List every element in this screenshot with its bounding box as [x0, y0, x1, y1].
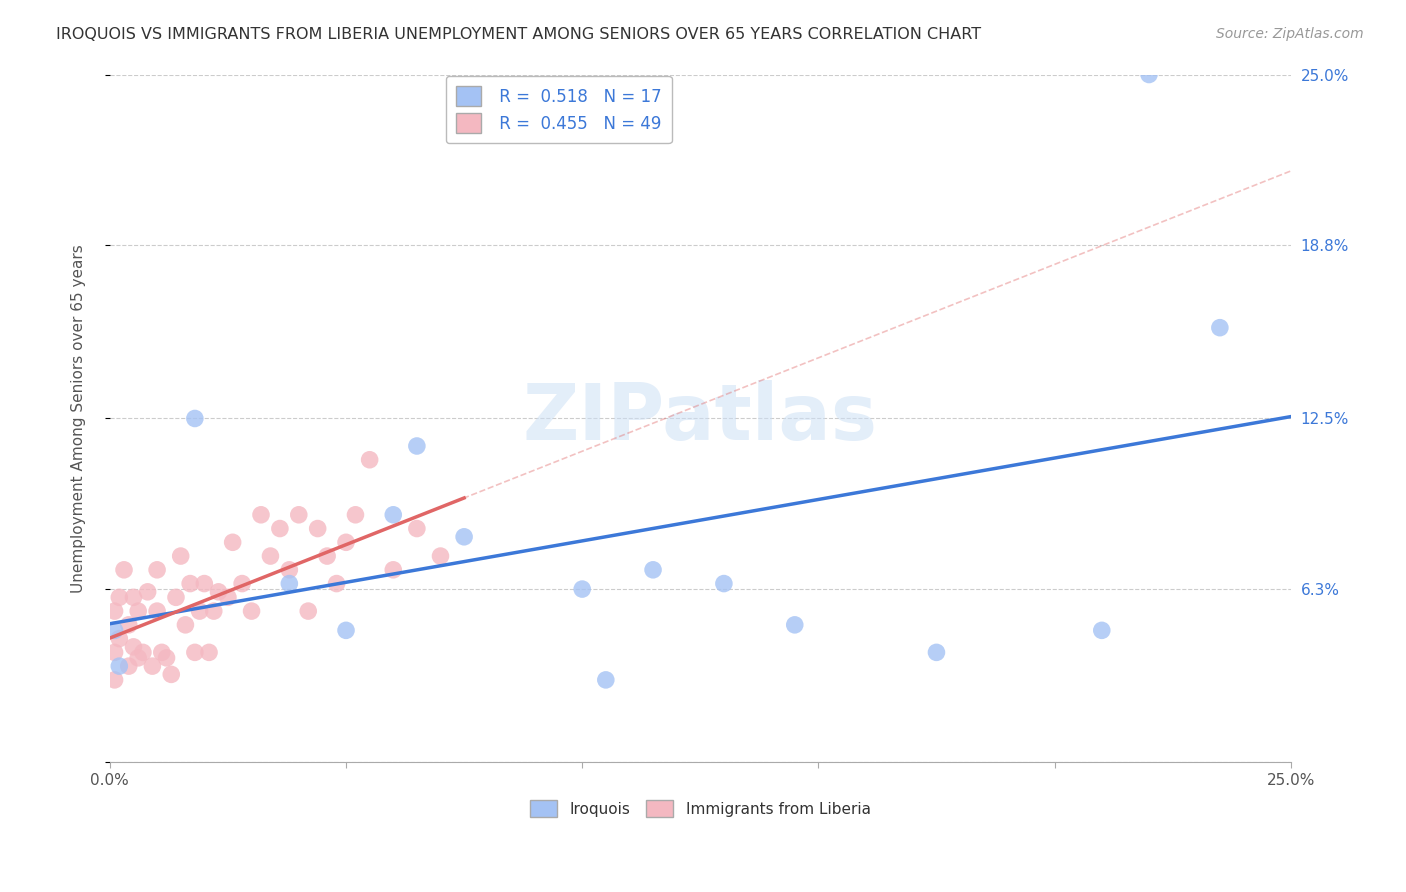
- Point: [112, 563, 135, 577]
- Point: [316, 549, 339, 563]
- Point: [278, 563, 301, 577]
- Point: [122, 640, 145, 654]
- Point: [269, 522, 291, 536]
- Point: [344, 508, 367, 522]
- Point: [335, 624, 357, 638]
- Point: [382, 508, 405, 522]
- Point: [207, 584, 229, 599]
- Point: [122, 591, 145, 605]
- Point: [103, 624, 125, 638]
- Point: [198, 645, 221, 659]
- Point: [146, 563, 169, 577]
- Point: [453, 530, 475, 544]
- Point: [217, 591, 239, 605]
- Point: [103, 645, 125, 659]
- Point: [165, 591, 187, 605]
- Point: [184, 411, 207, 425]
- Point: [571, 582, 593, 596]
- Point: [108, 659, 131, 673]
- Point: [174, 618, 197, 632]
- Point: [325, 576, 347, 591]
- Point: [150, 645, 173, 659]
- Point: [202, 604, 225, 618]
- Point: [278, 576, 301, 591]
- Point: [188, 604, 211, 618]
- Point: [221, 535, 243, 549]
- Point: [288, 508, 311, 522]
- Point: [713, 576, 735, 591]
- Point: [595, 673, 617, 687]
- Point: [127, 604, 149, 618]
- Point: [259, 549, 281, 563]
- Point: [429, 549, 451, 563]
- Point: [118, 659, 141, 673]
- Legend: Iroquois, Immigrants from Liberia: Iroquois, Immigrants from Liberia: [524, 794, 877, 823]
- Point: [193, 576, 215, 591]
- Point: [297, 604, 319, 618]
- Point: [127, 651, 149, 665]
- Point: [335, 535, 357, 549]
- Point: [103, 604, 125, 618]
- Point: [1137, 68, 1160, 82]
- Point: [108, 632, 131, 646]
- Point: [179, 576, 201, 591]
- Point: [307, 522, 329, 536]
- Point: [250, 508, 273, 522]
- Point: [1209, 320, 1232, 334]
- Y-axis label: Unemployment Among Seniors over 65 years: Unemployment Among Seniors over 65 years: [72, 244, 86, 593]
- Point: [359, 452, 381, 467]
- Text: IROQUOIS VS IMMIGRANTS FROM LIBERIA UNEMPLOYMENT AMONG SENIORS OVER 65 YEARS COR: IROQUOIS VS IMMIGRANTS FROM LIBERIA UNEM…: [56, 27, 981, 42]
- Point: [240, 604, 263, 618]
- Point: [160, 667, 183, 681]
- Point: [641, 563, 664, 577]
- Point: [103, 673, 125, 687]
- Text: ZIPatlas: ZIPatlas: [523, 381, 877, 457]
- Point: [118, 618, 141, 632]
- Point: [170, 549, 193, 563]
- Point: [184, 645, 207, 659]
- Point: [108, 591, 131, 605]
- Point: [783, 618, 806, 632]
- Point: [925, 645, 948, 659]
- Point: [405, 522, 427, 536]
- Point: [141, 659, 163, 673]
- Point: [1091, 624, 1114, 638]
- Point: [382, 563, 405, 577]
- Point: [231, 576, 253, 591]
- Point: [132, 645, 155, 659]
- Point: [146, 604, 169, 618]
- Point: [405, 439, 427, 453]
- Point: [136, 584, 159, 599]
- Text: Source: ZipAtlas.com: Source: ZipAtlas.com: [1216, 27, 1364, 41]
- Point: [155, 651, 177, 665]
